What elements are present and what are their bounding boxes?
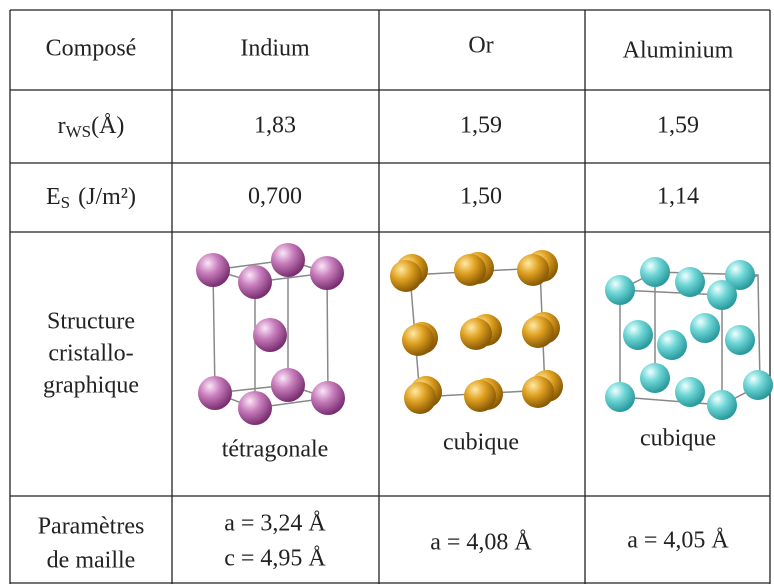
- unit: (Å): [91, 113, 124, 139]
- subscript: S: [61, 193, 70, 212]
- atom: [517, 254, 549, 286]
- cell: c = 4,95 Å: [224, 546, 326, 572]
- row-label: rWS(Å): [58, 113, 125, 141]
- atoms: [196, 243, 773, 425]
- symbol: r: [58, 113, 66, 139]
- cell: a = 4,05 Å: [627, 528, 729, 554]
- atom: [640, 363, 670, 393]
- atom: [605, 275, 635, 305]
- atom: [690, 313, 720, 343]
- cell: 1,59: [657, 113, 699, 139]
- frame: [212, 259, 329, 409]
- cell: a = 3,24 Å: [224, 511, 326, 537]
- atom: [402, 324, 434, 356]
- atom: [238, 391, 272, 425]
- row-label: cristallo-: [48, 341, 133, 367]
- atom: [707, 390, 737, 420]
- unit: (J/m²): [78, 184, 136, 210]
- atom: [640, 257, 670, 287]
- atom: [725, 325, 755, 355]
- atom: [623, 320, 653, 350]
- atom: [253, 318, 287, 352]
- row-label: de maille: [47, 548, 136, 574]
- atom: [196, 253, 230, 287]
- symbol: E: [46, 184, 61, 210]
- atom: [310, 256, 344, 290]
- atom: [725, 260, 755, 290]
- atom: [605, 382, 635, 412]
- atom: [675, 267, 705, 297]
- atom: [675, 377, 705, 407]
- row-label: ES (J/m²): [46, 184, 136, 212]
- atom: [404, 382, 436, 414]
- cell: a = 4,08 Å: [430, 530, 532, 556]
- atom: [522, 376, 554, 408]
- atom: [198, 376, 232, 410]
- header-cell: Aluminium: [623, 38, 734, 64]
- atom: [707, 280, 737, 310]
- atom: [522, 316, 554, 348]
- header-cell: Indium: [240, 36, 310, 62]
- cell: 1,50: [460, 184, 502, 210]
- cell: tétragonale: [222, 437, 329, 463]
- cell: 1,14: [657, 184, 699, 210]
- atom: [238, 265, 272, 299]
- cell: 1,83: [254, 113, 296, 139]
- cell: 1,59: [460, 113, 502, 139]
- cell: cubique: [443, 430, 519, 456]
- atom: [454, 254, 486, 286]
- atom: [271, 368, 305, 402]
- frame: [326, 272, 329, 399]
- cell: cubique: [640, 426, 716, 452]
- subscript: WS: [66, 122, 92, 141]
- cell: 0,700: [248, 184, 302, 210]
- atom: [271, 243, 305, 277]
- row-label: Structure: [47, 309, 135, 335]
- atom: [743, 370, 773, 400]
- atom: [311, 381, 345, 415]
- table-grid: [9, 9, 771, 584]
- row-label: Paramètres: [38, 514, 145, 540]
- row-label: graphique: [43, 373, 139, 399]
- header-cell: Or: [468, 33, 493, 59]
- atom: [657, 330, 687, 360]
- atom: [464, 380, 496, 412]
- atom: [390, 260, 422, 292]
- header-cell: Composé: [46, 36, 137, 62]
- atom: [460, 318, 492, 350]
